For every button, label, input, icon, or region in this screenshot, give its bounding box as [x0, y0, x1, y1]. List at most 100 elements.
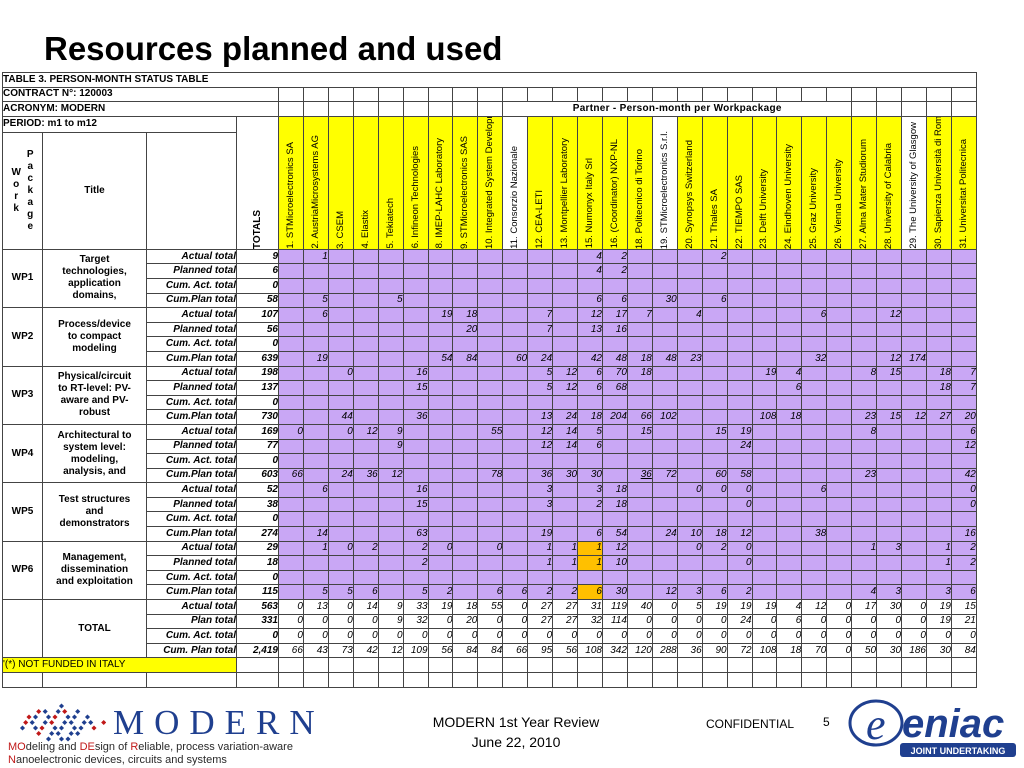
pm-cell: 0 — [278, 423, 304, 440]
pm-cell — [626, 453, 653, 469]
pm-cell — [278, 438, 304, 455]
pm-cell — [676, 555, 703, 571]
wp-title: Management, dissemination and exploitation — [42, 540, 147, 601]
pm-cell — [726, 569, 753, 586]
logo-dot — [32, 725, 39, 731]
pm-cell — [502, 569, 529, 586]
header-blank-cell — [452, 86, 479, 103]
pm-cell — [726, 453, 753, 469]
pm-cell — [552, 292, 579, 309]
pm-cell — [527, 511, 554, 528]
pm-cell — [851, 482, 878, 498]
slide-title: Resources planned and used — [44, 30, 503, 67]
header-blank-cell — [950, 101, 977, 117]
pm-cell — [302, 263, 329, 279]
partner-header-cell: 9. STMicroelectronics SAS — [452, 115, 479, 250]
pm-cell — [477, 555, 504, 571]
wp-letter: W — [11, 166, 21, 178]
pm-cell: 7 — [950, 380, 977, 396]
pm-cell: 44 — [327, 409, 354, 425]
pm-cell — [676, 438, 703, 455]
pm-cell: 78 — [477, 467, 504, 484]
total-cell: 18 — [452, 599, 479, 615]
pm-cell — [751, 248, 778, 265]
pm-cell: 5 — [377, 292, 404, 309]
pm-cell — [352, 438, 379, 455]
pm-cell: 7 — [527, 321, 554, 338]
partner-name: 31. Universitat Politecnica — [957, 139, 969, 249]
pm-cell: 2 — [552, 584, 579, 601]
pm-cell — [826, 555, 853, 571]
total-cell: 0 — [626, 613, 653, 630]
pm-cell — [502, 555, 529, 571]
pm-cell — [925, 526, 952, 542]
row-total: 198 — [236, 365, 279, 382]
pm-cell — [876, 511, 903, 528]
header-blank-cell — [377, 86, 404, 103]
row-label: Actual total — [146, 540, 237, 557]
pm-cell — [701, 394, 728, 411]
pm-cell — [552, 496, 579, 513]
pm-cell — [776, 263, 803, 279]
pm-cell: 18 — [452, 307, 479, 323]
trailing-blank-cell — [402, 672, 429, 688]
pm-cell — [950, 263, 977, 279]
total-cell: 19 — [726, 599, 753, 615]
total-cell: 0 — [502, 628, 529, 644]
pm-cell — [502, 467, 529, 484]
total-cell: 19 — [427, 599, 454, 615]
partner-name: 28. University of Calabria — [883, 142, 895, 249]
pm-cell — [801, 336, 828, 352]
pm-cell — [925, 307, 952, 323]
partner-header-cell: 12. CEA-LETI — [527, 115, 554, 250]
logo-dot — [49, 730, 55, 737]
total-cell: 0 — [477, 628, 504, 644]
pm-cell — [402, 350, 429, 367]
pm-cell — [901, 540, 927, 557]
trailing-blank-cell — [477, 672, 504, 688]
pm-cell — [726, 263, 753, 279]
pm-cell — [776, 540, 803, 557]
pm-cell: 2 — [601, 248, 628, 265]
pm-cell: 4 — [776, 365, 803, 382]
total-cell: 108 — [577, 642, 603, 659]
eniac-subtitle: JOINT UNDERTAKING — [911, 746, 1006, 756]
pm-cell — [278, 321, 304, 338]
pm-cell — [851, 555, 878, 571]
pm-cell — [701, 350, 728, 367]
pm-cell: 2 — [527, 584, 554, 601]
pm-cell — [826, 584, 853, 601]
total-cell: 120 — [626, 642, 653, 659]
row-total: 77 — [236, 438, 279, 455]
partner-header-cell: 2. AustriaMicrosystems AG — [302, 115, 329, 250]
pm-cell — [527, 453, 554, 469]
partner-name: 6. Infineon Technologies — [409, 146, 421, 249]
pm-cell — [826, 423, 853, 440]
pm-cell: 1 — [302, 248, 329, 265]
note-row-blank — [302, 657, 329, 673]
pm-cell — [302, 453, 329, 469]
title-header: Title — [42, 131, 147, 250]
pm-cell — [452, 248, 479, 265]
pm-cell — [552, 321, 579, 338]
pm-cell — [427, 292, 454, 309]
trailing-blank-cell — [851, 672, 878, 688]
total-cell: 40 — [626, 599, 653, 615]
logo-dot — [78, 725, 84, 731]
pm-cell — [901, 365, 927, 382]
pm-cell — [751, 467, 778, 484]
note-row-blank — [452, 657, 479, 673]
logo-dot — [71, 714, 78, 720]
total-cell: 70 — [801, 642, 828, 659]
pm-cell — [577, 277, 603, 294]
total-cell: 0 — [327, 599, 354, 615]
pm-cell — [701, 438, 728, 455]
pm-cell — [901, 277, 927, 294]
total-cell: 0 — [901, 613, 927, 630]
pm-cell — [801, 380, 828, 396]
pm-cell: 23 — [851, 409, 878, 425]
header-blank-cell — [676, 86, 703, 103]
total-cell: 66 — [502, 642, 529, 659]
pm-cell — [676, 263, 703, 279]
trailing-blank-cell — [427, 672, 454, 688]
